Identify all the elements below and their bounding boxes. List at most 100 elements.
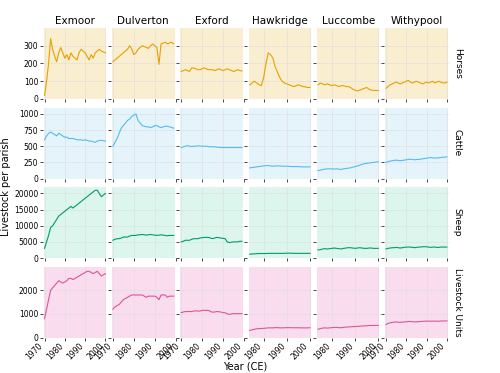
Bar — [416, 107, 418, 179]
Bar — [152, 107, 154, 179]
Bar — [116, 267, 118, 338]
Bar — [214, 187, 216, 258]
Bar — [393, 107, 395, 179]
Bar — [150, 267, 152, 338]
Bar — [82, 187, 84, 258]
Bar — [253, 107, 256, 179]
Bar — [68, 267, 70, 338]
Bar — [212, 28, 214, 99]
Bar — [412, 187, 414, 258]
Bar — [158, 28, 160, 99]
Bar — [186, 187, 188, 258]
Bar — [186, 28, 188, 99]
Bar — [298, 107, 300, 179]
Bar — [130, 267, 133, 338]
Bar — [66, 28, 68, 99]
Bar — [404, 28, 406, 99]
Bar — [158, 267, 160, 338]
Bar — [112, 267, 114, 338]
Bar — [368, 187, 370, 258]
Bar — [377, 267, 380, 338]
Bar — [70, 187, 72, 258]
Bar — [406, 267, 407, 338]
Bar — [344, 28, 347, 99]
Bar — [260, 267, 262, 338]
Bar — [372, 187, 375, 258]
Bar — [220, 187, 222, 258]
Bar — [397, 107, 399, 179]
Bar — [236, 107, 239, 179]
Bar — [180, 107, 182, 179]
Bar — [192, 267, 195, 338]
Bar — [262, 267, 265, 338]
Bar — [278, 267, 281, 338]
Bar — [385, 28, 387, 99]
Bar — [104, 187, 106, 258]
Bar — [162, 187, 164, 258]
Bar — [424, 187, 426, 258]
Bar — [424, 107, 426, 179]
Bar — [358, 28, 361, 99]
Bar — [150, 187, 152, 258]
Bar — [166, 107, 168, 179]
Bar — [324, 28, 326, 99]
Bar — [170, 107, 172, 179]
Bar — [430, 107, 432, 179]
Bar — [328, 267, 331, 338]
Bar — [336, 107, 338, 179]
Bar — [281, 267, 283, 338]
Bar — [286, 28, 288, 99]
Bar — [58, 187, 59, 258]
Bar — [300, 267, 302, 338]
Bar — [336, 187, 338, 258]
Bar — [414, 187, 416, 258]
Bar — [295, 28, 298, 99]
Bar — [94, 187, 96, 258]
Bar — [442, 187, 444, 258]
Bar — [326, 28, 328, 99]
Bar — [410, 28, 412, 99]
Bar — [422, 107, 424, 179]
Bar — [372, 28, 375, 99]
Bar — [270, 187, 272, 258]
Bar — [322, 267, 324, 338]
Bar — [216, 107, 218, 179]
Bar — [137, 28, 139, 99]
Bar — [309, 187, 311, 258]
Bar — [172, 28, 174, 99]
Bar — [68, 187, 70, 258]
Bar — [86, 187, 88, 258]
Bar — [333, 28, 336, 99]
Bar — [274, 267, 276, 338]
Bar — [192, 107, 195, 179]
Bar — [130, 28, 133, 99]
Bar — [434, 187, 436, 258]
Bar — [126, 107, 128, 179]
Bar — [150, 107, 152, 179]
Bar — [156, 187, 158, 258]
Bar — [128, 267, 130, 338]
Bar — [265, 28, 267, 99]
Bar — [50, 107, 51, 179]
Bar — [284, 267, 286, 338]
Bar — [197, 267, 199, 338]
Bar — [422, 187, 424, 258]
Bar — [234, 28, 236, 99]
Bar — [195, 107, 197, 179]
Bar — [92, 28, 94, 99]
Bar — [239, 187, 241, 258]
Bar — [446, 187, 448, 258]
Bar — [90, 267, 92, 338]
Bar — [222, 267, 224, 338]
Bar — [370, 187, 372, 258]
Bar — [262, 107, 265, 179]
Bar — [92, 267, 94, 338]
Bar — [102, 187, 104, 258]
Bar — [440, 28, 442, 99]
Bar — [366, 107, 368, 179]
Title: Exford: Exford — [194, 16, 228, 26]
Bar — [292, 107, 295, 179]
Bar — [94, 107, 96, 179]
Bar — [377, 187, 380, 258]
Bar — [186, 267, 188, 338]
